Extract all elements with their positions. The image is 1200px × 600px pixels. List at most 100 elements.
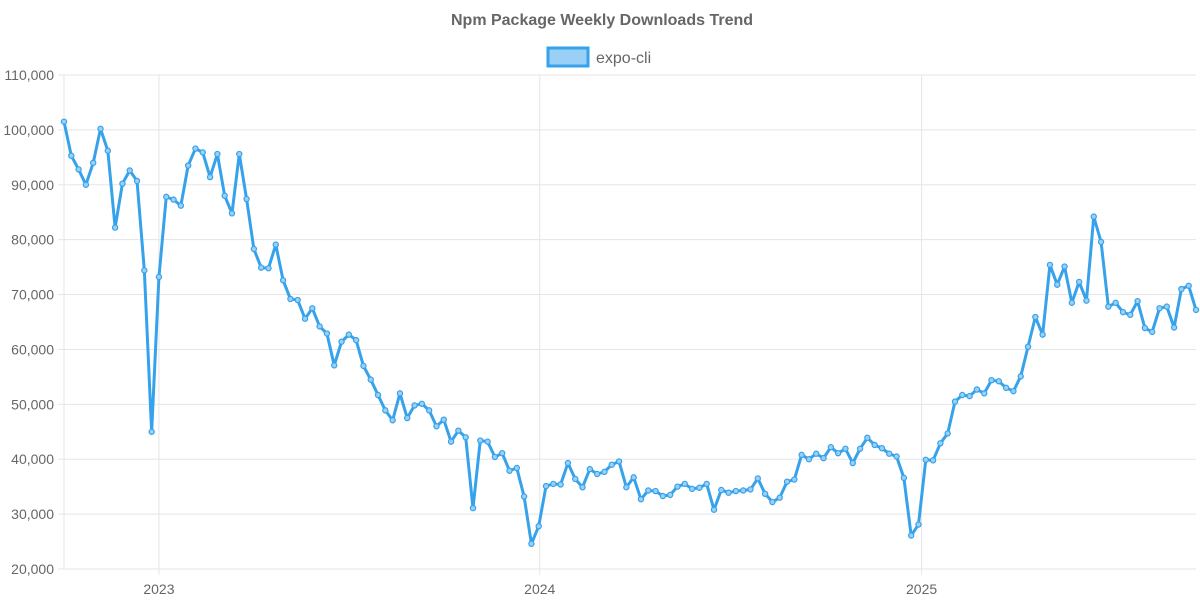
data-point[interactable] [915,521,922,528]
data-point[interactable] [447,438,455,445]
data-point[interactable] [740,487,747,494]
data-point[interactable] [352,336,360,344]
data-point[interactable] [265,265,272,272]
data-point[interactable] [929,457,937,464]
data-point[interactable] [126,167,133,174]
data-point[interactable] [382,407,389,414]
data-point[interactable] [367,376,374,383]
data-point[interactable] [615,458,623,465]
data-point[interactable] [981,390,988,397]
data-point[interactable] [506,467,513,474]
data-point[interactable] [696,484,703,491]
data-point[interactable] [338,338,345,345]
data-point[interactable] [214,150,221,158]
data-point[interactable] [411,402,418,409]
data-point[interactable] [630,474,637,481]
data-point[interactable] [878,445,886,452]
data-point[interactable] [1075,278,1083,286]
data-point[interactable] [834,449,842,457]
data-point[interactable] [769,498,776,506]
data-point[interactable] [520,493,528,500]
data-point[interactable] [90,159,97,167]
data-point[interactable] [586,465,594,473]
data-point[interactable] [886,450,893,457]
data-point[interactable] [827,443,835,451]
data-point[interactable] [550,480,557,488]
data-point[interactable] [1119,308,1127,316]
data-point[interactable] [228,210,236,217]
data-point[interactable] [995,378,1003,385]
data-point[interactable] [564,459,572,467]
data-point[interactable] [418,400,426,407]
data-point[interactable] [1046,261,1054,269]
data-point[interactable] [206,173,214,181]
data-point[interactable] [294,296,301,304]
data-point[interactable] [301,315,309,322]
data-point[interactable] [681,480,688,488]
data-point[interactable] [900,474,908,482]
data-point[interactable] [761,490,769,497]
data-point[interactable] [404,414,411,422]
data-point[interactable] [572,475,579,483]
data-point[interactable] [345,331,353,338]
data-point[interactable] [455,427,462,434]
data-point[interactable] [440,416,447,423]
data-point[interactable] [944,430,951,437]
data-point[interactable] [155,273,163,281]
data-point[interactable] [1032,313,1039,321]
data-point[interactable] [1127,311,1134,319]
data-point[interactable] [791,476,798,483]
data-point[interactable] [389,417,396,424]
data-point[interactable] [221,192,228,199]
data-point[interactable] [1112,299,1119,306]
data-point[interactable] [177,202,185,209]
data-point[interactable] [97,125,104,132]
data-point[interactable] [842,445,849,452]
data-point[interactable] [279,277,287,284]
data-point[interactable] [192,145,199,152]
data-point[interactable] [959,391,966,399]
data-point[interactable] [1068,299,1076,306]
data-point[interactable] [396,390,404,397]
data-point[interactable] [170,196,177,203]
data-point[interactable] [725,489,732,496]
data-point[interactable] [1178,285,1185,293]
data-point[interactable] [747,486,754,493]
data-point[interactable] [864,434,871,442]
data-point[interactable] [1090,213,1097,220]
data-point[interactable] [111,224,119,231]
data-point[interactable] [1083,297,1090,304]
data-point[interactable] [236,150,243,158]
data-point[interactable] [593,470,601,478]
data-point[interactable] [82,181,90,188]
legend-swatch-expo-cli[interactable] [546,46,590,68]
data-point[interactable] [119,180,126,187]
data-point[interactable] [688,485,696,493]
data-point[interactable] [148,428,155,435]
data-point[interactable] [374,391,382,399]
data-point[interactable] [608,461,615,468]
data-point[interactable] [535,522,542,530]
data-point[interactable] [1097,238,1105,246]
data-point[interactable] [813,450,820,457]
data-point[interactable] [1148,328,1156,336]
data-point[interactable] [805,456,813,463]
data-point[interactable] [922,456,929,463]
data-point[interactable] [973,386,981,393]
data-point[interactable] [331,362,338,369]
data-point[interactable] [484,438,491,445]
data-point[interactable] [1017,373,1024,380]
data-point[interactable] [1192,306,1200,314]
data-point[interactable] [623,484,630,491]
data-point[interactable] [184,162,192,169]
data-point[interactable] [732,487,740,495]
data-point[interactable] [1156,305,1163,312]
data-point[interactable] [871,441,878,449]
data-point[interactable] [316,323,323,330]
data-point[interactable] [469,504,477,512]
data-point[interactable] [133,177,141,185]
data-point[interactable] [659,492,667,500]
data-point[interactable] [798,451,805,459]
data-point[interactable] [703,480,710,488]
data-point[interactable] [1010,387,1017,395]
